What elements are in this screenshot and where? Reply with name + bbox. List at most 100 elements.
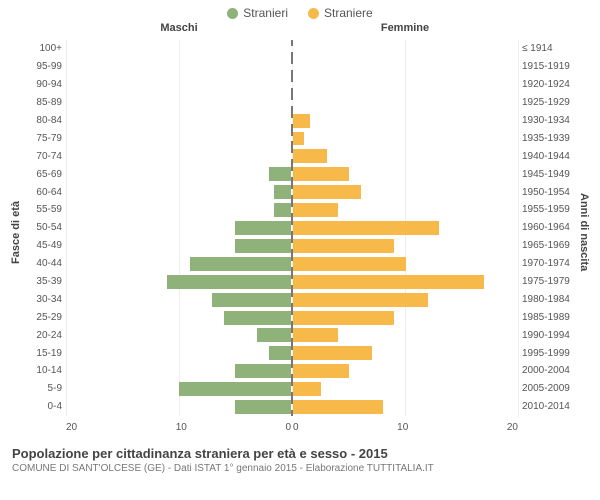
y-tick-birth: 1960-1964 <box>522 222 576 233</box>
column-headers: Maschi Femmine <box>66 22 518 40</box>
y-tick-age: 30-34 <box>24 294 62 305</box>
bar-female <box>293 167 349 181</box>
bar-female <box>293 221 439 235</box>
chart-row <box>66 112 518 130</box>
bar-male <box>235 239 291 253</box>
legend-label-male: Stranieri <box>243 6 288 20</box>
swatch-female <box>308 8 319 19</box>
y-tick-age: 10-14 <box>24 365 62 376</box>
chart-row <box>66 362 518 380</box>
y-tick-birth: 1980-1984 <box>522 294 576 305</box>
bar-male <box>212 293 291 307</box>
y-tick-birth: 1920-1924 <box>522 79 576 90</box>
chart-row <box>66 327 518 345</box>
bar-male <box>235 221 291 235</box>
y-tick-birth: 1970-1974 <box>522 258 576 269</box>
chart-row <box>66 398 518 416</box>
bar-female <box>293 239 394 253</box>
chart-row <box>66 58 518 76</box>
y-axis-title-left: Fasce di età <box>8 201 24 264</box>
y-tick-age: 55-59 <box>24 204 62 215</box>
bar-male <box>269 167 292 181</box>
legend-item-male: Stranieri <box>227 6 288 20</box>
bar-male <box>269 346 292 360</box>
y-tick-age: 60-64 <box>24 187 62 198</box>
chart-row <box>66 344 518 362</box>
y-tick-birth: 1975-1979 <box>522 276 576 287</box>
swatch-male <box>227 8 238 19</box>
bar-female <box>293 185 361 199</box>
x-axis-left: 20100 <box>66 416 291 442</box>
x-axis: 20100 01020 <box>66 416 518 442</box>
y-tick-birth: 1940-1944 <box>522 151 576 162</box>
y-tick-age: 45-49 <box>24 240 62 251</box>
y-tick-birth: 1955-1959 <box>522 204 576 215</box>
y-tick-birth: 2005-2009 <box>522 383 576 394</box>
chart-row <box>66 291 518 309</box>
y-tick-age: 50-54 <box>24 222 62 233</box>
bar-female <box>293 400 383 414</box>
y-tick-age: 5-9 <box>24 383 62 394</box>
y-tick-age: 20-24 <box>24 330 62 341</box>
y-tick-age: 65-69 <box>24 169 62 180</box>
y-tick-age: 35-39 <box>24 276 62 287</box>
y-tick-age: 85-89 <box>24 97 62 108</box>
y-tick-birth: 2010-2014 <box>522 401 576 412</box>
bar-male <box>257 328 291 342</box>
bar-male <box>190 257 291 271</box>
y-tick-age: 80-84 <box>24 115 62 126</box>
header-female: Femmine <box>292 22 518 40</box>
y-tick-age: 100+ <box>24 43 62 54</box>
rows-container <box>66 40 518 416</box>
bar-male <box>224 311 292 325</box>
y-tick-birth: ≤ 1914 <box>522 43 576 54</box>
y-axis-right: ≤ 19141915-19191920-19241925-19291930-19… <box>518 22 576 442</box>
bar-female <box>293 382 321 396</box>
chart-title: Popolazione per cittadinanza straniera p… <box>12 446 588 461</box>
footer: Popolazione per cittadinanza straniera p… <box>0 442 600 474</box>
chart-subtitle: COMUNE DI SANT'OLCESE (GE) - Dati ISTAT … <box>12 463 588 474</box>
bar-female <box>293 364 349 378</box>
y-tick-birth: 1930-1934 <box>522 115 576 126</box>
bar-female <box>293 293 428 307</box>
y-tick-age: 40-44 <box>24 258 62 269</box>
x-tick: 0 <box>293 422 299 442</box>
legend: Stranieri Straniere <box>0 0 600 22</box>
chart-row <box>66 219 518 237</box>
y-tick-birth: 1965-1969 <box>522 240 576 251</box>
chart-row <box>66 380 518 398</box>
chart-row <box>66 76 518 94</box>
bar-female <box>293 149 327 163</box>
bar-female <box>293 257 406 271</box>
bar-male <box>274 185 291 199</box>
y-tick-age: 25-29 <box>24 312 62 323</box>
y-tick-birth: 1945-1949 <box>522 169 576 180</box>
y-tick-age: 75-79 <box>24 133 62 144</box>
y-axis-title-right: Anni di nascita <box>576 193 592 271</box>
y-tick-birth: 1925-1929 <box>522 97 576 108</box>
bar-male <box>274 203 291 217</box>
y-tick-age: 90-94 <box>24 79 62 90</box>
bar-male <box>235 400 291 414</box>
chart-row <box>66 130 518 148</box>
y-tick-age: 15-19 <box>24 348 62 359</box>
chart-row <box>66 94 518 112</box>
bar-female <box>293 311 394 325</box>
bar-female <box>293 114 310 128</box>
y-tick-birth: 1990-1994 <box>522 330 576 341</box>
legend-label-female: Straniere <box>324 6 373 20</box>
y-tick-birth: 1985-1989 <box>522 312 576 323</box>
chart-area: Fasce di età 100+95-9990-9485-8980-8475-… <box>0 22 600 442</box>
bar-female <box>293 275 484 289</box>
x-tick: 20 <box>66 422 77 442</box>
chart-row <box>66 201 518 219</box>
y-axis-left: 100+95-9990-9485-8980-8475-7970-7465-696… <box>24 22 66 442</box>
y-tick-age: 70-74 <box>24 151 62 162</box>
chart-row <box>66 183 518 201</box>
bar-male <box>167 275 291 289</box>
chart-row <box>66 165 518 183</box>
x-tick: 20 <box>507 422 518 442</box>
chart-row <box>66 237 518 255</box>
bar-female <box>293 132 304 146</box>
y-tick-birth: 1950-1954 <box>522 187 576 198</box>
